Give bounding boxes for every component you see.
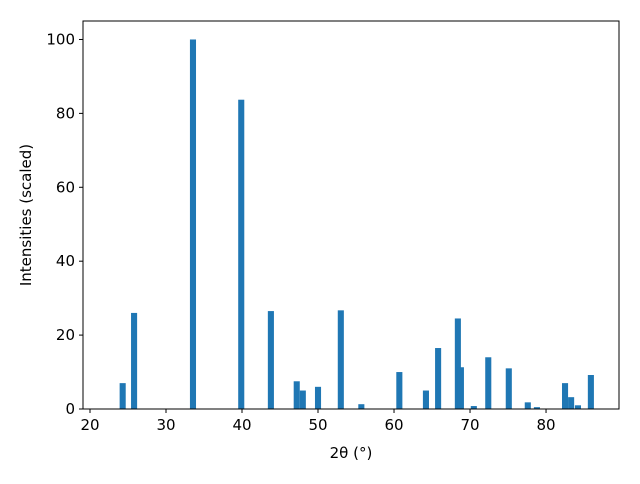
plot-frame [82,20,620,410]
bar [568,397,575,409]
x-tick-label: 80 [536,416,555,434]
bar [533,407,540,409]
y-tick-label: 0 [65,400,75,418]
bar [422,390,429,409]
bar [574,405,581,409]
y-tick-label: 60 [56,178,75,196]
x-axis-label: 2θ (°) [330,444,373,462]
bar [485,357,492,409]
bar [587,375,594,409]
bar [435,348,442,409]
bar [561,383,569,409]
bar [457,367,464,409]
x-tick-label: 70 [460,416,479,434]
y-tick-label: 20 [56,326,75,344]
bar [358,404,365,409]
y-tick-label: 80 [56,104,75,122]
x-tick-label: 20 [80,416,99,434]
bar [470,406,477,409]
bar [505,368,512,409]
bar [314,386,322,409]
x-tick-label: 30 [156,416,175,434]
bar [131,312,138,409]
bar [293,381,300,409]
y-tick-label: 100 [46,30,75,48]
bar [299,390,306,409]
x-tick-label: 40 [232,416,251,434]
bar [524,402,531,409]
x-tick-label: 50 [308,416,327,434]
y-axis-label: Intensities (scaled) [17,144,35,286]
x-tick-label: 60 [384,416,403,434]
bar [267,311,274,409]
bar [396,372,403,409]
bar [238,99,245,410]
bar [454,318,461,409]
bar [119,383,126,409]
bar [337,310,344,409]
y-tick-label: 40 [56,252,75,270]
bar [189,39,197,409]
